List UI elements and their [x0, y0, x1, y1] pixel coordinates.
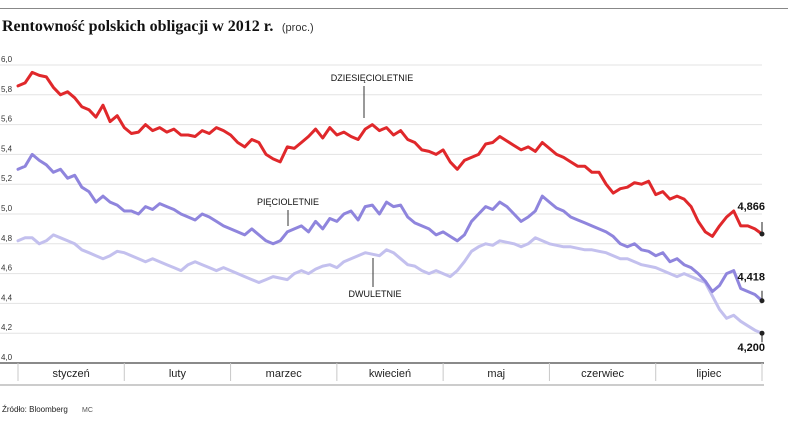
series-name-label: DWULETNIE	[348, 289, 401, 299]
source-note: Źródło: Bloomberg	[2, 405, 68, 414]
x-axis: styczeń luty marzec kwiecień maj czerwiec lipi…	[0, 362, 764, 386]
y-axis: 4,0 4,2 4,4 4,6 4,8 5,0 5,2 5,4 5,6 5,8 6,0	[1, 55, 13, 362]
grid-lines	[0, 64, 762, 334]
series-end-value: 4,200	[737, 342, 765, 354]
footer: Źródło: Bloomberg MC	[2, 405, 93, 414]
y-tick-label: 5,2	[1, 174, 13, 183]
author-credit: MC	[82, 407, 93, 414]
y-tick-label: 5,4	[1, 144, 13, 153]
month-label: marzec	[266, 368, 303, 380]
month-label: czerwiec	[581, 368, 624, 380]
series-line	[16, 152, 764, 303]
month-label: maj	[487, 368, 505, 380]
y-tick-label: 4,8	[1, 234, 13, 243]
y-tick-label: 5,0	[1, 204, 13, 213]
month-label: luty	[169, 368, 187, 380]
series-lines	[16, 70, 764, 335]
series-line	[16, 233, 764, 335]
month-label: styczeń	[52, 368, 89, 380]
y-tick-label: 5,8	[1, 85, 13, 94]
series-end-value: 4,418	[737, 272, 765, 284]
y-tick-label: 4,4	[1, 293, 13, 302]
chart-title-block: Rentowność polskich obligacji w 2012 r. …	[2, 18, 314, 36]
series-labels: 4,866 4,418 4,200 DZIESIĘCIOLETNIE PIĘCIOLET…	[257, 73, 765, 354]
y-tick-label: 5,6	[1, 115, 13, 124]
chart-canvas: 4,0 4,2 4,4 4,6 4,8 5,0 5,2 5,4 5,6 5,8 6,0 stycze…	[0, 55, 765, 386]
y-tick-label: 4,0	[1, 353, 13, 362]
series-name-label: PIĘCIOLETNIE	[257, 197, 319, 207]
month-label: lipiec	[696, 368, 722, 380]
series-line	[16, 70, 764, 238]
chart-unit: (proc.)	[281, 22, 314, 34]
chart-title: Rentowność polskich obligacji w 2012 r.	[2, 18, 274, 35]
series-name-label: DZIESIĘCIOLETNIE	[331, 73, 414, 83]
series-end-value: 4,866	[737, 201, 765, 213]
y-tick-label: 6,0	[1, 55, 13, 64]
month-label: kwiecień	[369, 368, 411, 380]
y-tick-label: 4,6	[1, 264, 13, 273]
y-tick-label: 4,2	[1, 323, 13, 332]
top-rule	[0, 8, 788, 9]
